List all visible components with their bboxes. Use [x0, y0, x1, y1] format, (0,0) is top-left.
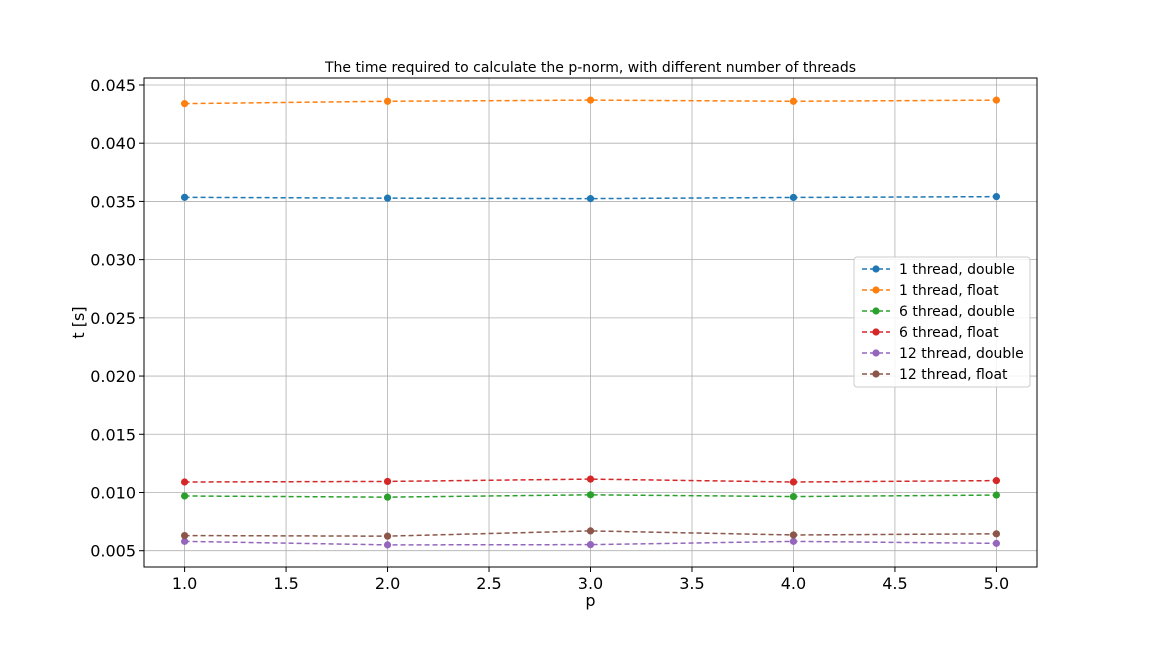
- legend: 1 thread, double 1 thread, float 6 thread,…: [853, 256, 1031, 388]
- series-5: [180, 527, 1001, 540]
- series-3: [180, 475, 1001, 486]
- x-tick-label: 1.5: [273, 574, 298, 593]
- data-point: [180, 537, 189, 545]
- x-tick-label: 4.0: [781, 574, 806, 593]
- legend-item: 6 thread, double: [862, 304, 1015, 320]
- legend-marker: [872, 265, 880, 273]
- x-tick-label: 4.5: [882, 574, 907, 593]
- legend-label: 12 thread, double: [899, 346, 1024, 362]
- series-layer: [180, 96, 1001, 549]
- data-point: [586, 541, 595, 549]
- data-point: [383, 541, 392, 549]
- series-line: [184, 494, 997, 498]
- y-tick-label: 0.005: [90, 542, 136, 561]
- data-point: [992, 477, 1001, 485]
- data-point: [383, 477, 392, 486]
- series-0: [180, 193, 1001, 203]
- data-point: [992, 491, 1001, 499]
- data-point: [789, 97, 798, 105]
- legend-label: 1 thread, float: [899, 283, 999, 299]
- x-tick-label: 2.0: [375, 574, 400, 593]
- legend-box: [853, 256, 1031, 388]
- y-tick-label: 0.015: [90, 425, 136, 444]
- data-point: [789, 492, 798, 501]
- x-tick-label: 3.5: [679, 574, 704, 593]
- x-tick-label: 5.0: [984, 574, 1009, 593]
- data-point: [586, 491, 595, 499]
- data-point: [992, 96, 1001, 104]
- y-tick-label: 0.010: [90, 483, 136, 502]
- data-point: [383, 194, 392, 202]
- y-tick-label: 0.025: [90, 309, 136, 328]
- legend-marker: [872, 370, 880, 378]
- data-point: [180, 193, 189, 201]
- data-point: [180, 492, 189, 500]
- series-line: [184, 195, 997, 200]
- series-line: [184, 478, 997, 483]
- legend-label: 1 thread, double: [899, 262, 1015, 278]
- data-point: [586, 527, 595, 535]
- y-tick-label: 0.035: [90, 192, 136, 211]
- x-tick-label: 2.5: [476, 574, 501, 593]
- legend-marker: [872, 349, 880, 357]
- data-point: [789, 193, 798, 202]
- legend-label: 12 thread, float: [899, 367, 1008, 383]
- data-point: [789, 537, 798, 545]
- data-point: [586, 96, 595, 104]
- x-axis-label: p: [585, 591, 595, 610]
- legend-item: 12 thread, double: [862, 346, 1024, 362]
- legend-item: 1 thread, float: [862, 283, 999, 299]
- y-tick-label: 0.030: [90, 251, 136, 270]
- data-point: [586, 195, 595, 203]
- y-axis-ticks: 0.005 0.010 0.015 0.020 0.025 0.030 0.035 0.040…: [90, 76, 144, 561]
- legend-item: 12 thread, float: [862, 367, 1008, 383]
- data-point: [383, 493, 392, 501]
- series-line: [184, 99, 997, 105]
- legend-marker: [872, 328, 880, 336]
- data-point: [180, 100, 189, 108]
- chart-title: The time required to calculate the p-nor…: [324, 60, 856, 76]
- data-point: [992, 193, 1001, 201]
- legend-marker: [872, 307, 880, 315]
- y-axis-label: t [s]: [69, 306, 88, 338]
- y-tick-label: 0.020: [90, 367, 136, 386]
- series-1: [180, 96, 1001, 108]
- series-line: [184, 540, 997, 546]
- legend-label: 6 thread, float: [899, 325, 999, 341]
- x-axis-ticks: 1.0 1.5 2.0 2.5 3.0 3.5 4.0 4.5 5.0: [172, 567, 1009, 593]
- legend-label: 6 thread, double: [899, 304, 1015, 320]
- legend-item: 6 thread, float: [862, 325, 999, 341]
- data-point: [383, 532, 392, 540]
- data-point: [789, 478, 798, 486]
- legend-item: 1 thread, double: [862, 262, 1015, 278]
- data-point: [180, 531, 189, 540]
- data-point: [383, 97, 392, 105]
- data-point: [992, 530, 1001, 538]
- series-line: [184, 530, 997, 537]
- legend-marker: [872, 286, 880, 294]
- y-tick-label: 0.045: [90, 76, 136, 95]
- x-tick-label: 3.0: [578, 574, 603, 593]
- data-point: [180, 478, 189, 486]
- x-tick-label: 1.0: [172, 574, 197, 593]
- y-tick-label: 0.040: [90, 134, 136, 153]
- series-4: [180, 537, 1001, 549]
- data-point: [789, 531, 798, 539]
- series-2: [180, 491, 1001, 501]
- data-point: [586, 475, 595, 483]
- data-point: [992, 539, 1001, 547]
